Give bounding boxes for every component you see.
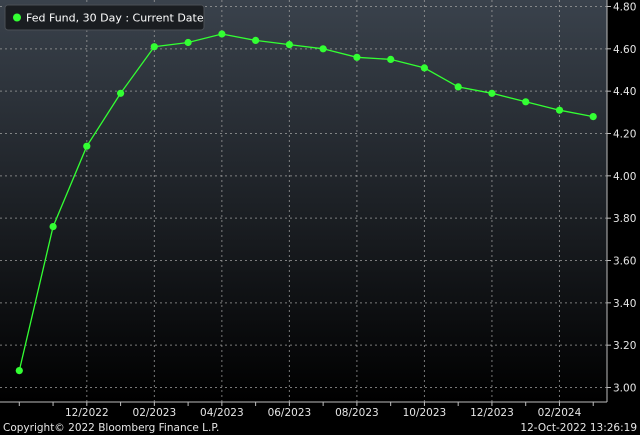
plot-background <box>0 0 607 402</box>
y-tick-label: 4.80 <box>613 2 636 14</box>
x-tick-label: 02/2023 <box>133 407 177 419</box>
x-axis-ticks: 12/2022 02/2023 04/2023 06/2023 08/2023 10/20… <box>18 402 594 419</box>
x-tick-label: 12/2023 <box>470 407 514 419</box>
y-tick-label: 4.00 <box>613 171 636 183</box>
y-tick-label: 4.60 <box>613 44 636 56</box>
y-axis-ticks: 3.00 3.20 3.40 3.60 3.80 4.00 4.20 4.40 4.60 4.80 <box>607 2 636 395</box>
data-point <box>285 41 293 49</box>
x-tick-label: 02/2024 <box>538 407 582 419</box>
y-tick-label: 3.60 <box>613 256 636 268</box>
data-point <box>184 38 192 47</box>
copyright-text: Copyright© 2022 Bloomberg Finance L.P. <box>3 422 219 434</box>
series-line <box>18 33 594 371</box>
x-tick-label: 04/2023 <box>200 407 244 419</box>
data-point <box>218 30 226 38</box>
data-point <box>522 98 530 106</box>
data-point <box>49 223 57 231</box>
legend-box <box>4 4 205 31</box>
data-point <box>387 55 395 64</box>
x-tick-label: 10/2023 <box>403 407 447 419</box>
y-tick-label: 3.40 <box>613 298 636 310</box>
data-point <box>488 89 496 97</box>
data-point <box>589 113 597 121</box>
data-point <box>420 64 428 72</box>
data-point <box>15 367 23 375</box>
data-point <box>117 89 125 97</box>
data-point <box>150 43 158 51</box>
x-tick-label: 08/2023 <box>335 407 379 419</box>
data-point <box>454 83 462 91</box>
legend-label: Fed Fund, 30 Day : Current Date <box>26 12 204 25</box>
data-point <box>83 142 91 150</box>
data-point <box>252 36 260 45</box>
series-fed-fund <box>15 30 597 375</box>
y-tick-label: 4.20 <box>613 129 636 141</box>
grid-lines <box>0 0 607 402</box>
y-tick-label: 3.20 <box>613 340 636 352</box>
legend-marker-icon <box>13 13 21 22</box>
legend: Fed Fund, 30 Day : Current Date <box>4 4 205 31</box>
y-tick-label: 3.00 <box>613 383 636 395</box>
data-point <box>319 45 327 53</box>
x-tick-label: 06/2023 <box>268 407 312 419</box>
data-point <box>555 106 564 114</box>
timestamp-text: 12-Oct-2022 13:26:19 <box>520 422 637 434</box>
y-tick-label: 4.40 <box>613 86 636 98</box>
y-tick-label: 3.80 <box>613 213 636 225</box>
x-tick-label: 12/2022 <box>65 407 109 419</box>
data-point <box>353 53 361 61</box>
